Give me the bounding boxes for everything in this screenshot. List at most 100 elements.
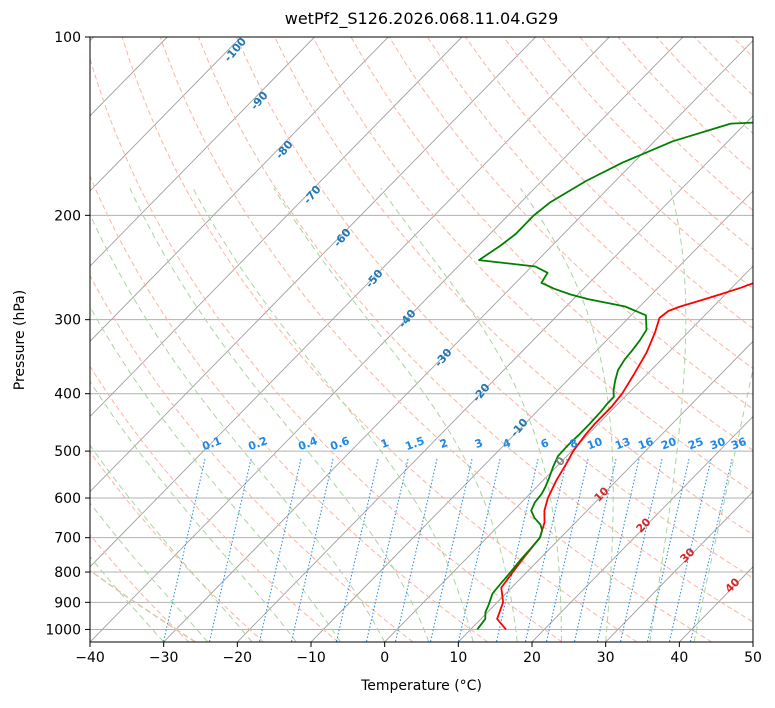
mixing-ratio-line (689, 458, 733, 642)
dry-adiabat-line (90, 451, 264, 642)
dry-adiabat-line (90, 274, 414, 642)
y-tick-label: 100 (54, 30, 81, 46)
mixing-ratio-label: 3 (473, 436, 485, 451)
isotherm-line (0, 37, 20, 642)
dry-adiabat-line (579, 37, 753, 212)
isotherm-line (384, 265, 753, 642)
mixing-ratio-label: 13 (613, 435, 632, 452)
y-tick-label: 500 (54, 444, 81, 460)
dry-adiabat-line (503, 37, 753, 290)
dry-adiabat-line (771, 37, 775, 642)
mixing-ratio-line (394, 458, 438, 642)
dry-adiabat-line (617, 37, 753, 173)
y-tick-label: 900 (54, 595, 81, 611)
mixing-ratio-label: 0.4 (296, 434, 319, 453)
x-tick-label: −30 (149, 650, 179, 666)
x-tick-label: −40 (75, 650, 105, 666)
isotherm-line (237, 115, 753, 642)
dewpoint-profile-line (476, 121, 753, 630)
x-tick-label: 10 (449, 650, 467, 666)
mixing-ratio-label: 0.1 (200, 434, 223, 453)
reference-curve (90, 569, 196, 642)
mixing-ratio-label: 25 (686, 435, 705, 452)
chart-title: wetPf2_S126.2026.068.11.04.G29 (284, 9, 559, 28)
mixing-ratio-label: 1.5 (403, 434, 426, 453)
moist-adiabat-line (380, 187, 562, 642)
mixing-ratio-line (545, 458, 589, 642)
isotherm-line (90, 37, 684, 642)
isotherm-line (531, 415, 753, 642)
moist-adiabat-line (90, 502, 209, 642)
dry-adiabat-label: -30 (432, 346, 455, 370)
moist-adiabat-line (649, 188, 687, 642)
x-tick-label: −10 (296, 650, 326, 666)
isotherm-line (90, 37, 315, 267)
mixing-ratio-label: 30 (708, 435, 727, 453)
y-tick-label: 400 (54, 387, 81, 403)
moist-adiabat-line (129, 187, 430, 642)
dry-adiabat-line (236, 37, 753, 579)
y-tick-label: 200 (54, 208, 81, 224)
dry-adiabat-label: -50 (363, 267, 386, 291)
dry-adiabat-label: -10 (508, 416, 531, 440)
mixing-ratio-label: 0.2 (246, 434, 269, 453)
isotherm-line (90, 37, 242, 192)
x-tick-label: 20 (523, 650, 541, 666)
x-tick-label: −20 (223, 650, 253, 666)
moist-adiabat-label: 30 (678, 545, 698, 565)
isotherm-line (752, 641, 753, 642)
mixing-ratio-label: 6 (539, 436, 551, 451)
dry-adiabat-line (732, 37, 753, 58)
moist-adiabat-label: 20 (634, 515, 654, 535)
isotherm-line (90, 37, 389, 342)
moist-adiabat-line (90, 444, 253, 642)
moist-adiabat-line (90, 305, 341, 642)
moist-adiabat-line (693, 366, 753, 642)
y-tick-label: 300 (54, 313, 81, 329)
isotherm-line (605, 491, 753, 642)
x-tick-label: 50 (744, 650, 762, 666)
x-tick-label: 0 (380, 650, 389, 666)
moist-adiabat-line (90, 212, 386, 642)
x-axis-label: Temperature (°C) (361, 678, 482, 694)
y-tick-label: 800 (54, 565, 81, 581)
mixing-ratio-line (258, 458, 302, 642)
dry-adiabat-line (197, 37, 753, 623)
isotherm-line (90, 37, 610, 568)
x-tick-label: 40 (670, 650, 688, 666)
plot-area (0, 37, 775, 642)
mixing-ratio-label: 36 (729, 435, 748, 453)
isotherm-line (458, 340, 753, 642)
x-tick-label: 30 (597, 650, 615, 666)
dry-adiabat-line (312, 37, 753, 493)
mixing-ratio-line (335, 458, 379, 642)
dry-adiabat-label: -70 (301, 183, 324, 207)
moist-adiabat-label: 10 (592, 484, 612, 504)
isotherm-line (90, 37, 168, 117)
moist-adiabat-line (192, 187, 474, 642)
moist-adiabat-line (273, 187, 518, 642)
moist-adiabat-label: 0 (553, 454, 568, 469)
mixing-ratio-label: 10 (585, 435, 604, 453)
dry-adiabat-label: -100 (221, 35, 249, 65)
y-tick-label: 700 (54, 531, 81, 547)
dry-adiabat-line (159, 37, 712, 642)
moist-adiabat-label: 40 (723, 575, 743, 595)
moist-adiabat-line (90, 555, 165, 642)
isotherm-line (310, 190, 753, 642)
isotherm-line (90, 37, 536, 493)
dry-adiabat-label: -80 (273, 138, 296, 162)
mixing-ratio-label: 4 (501, 436, 513, 451)
mixing-ratio-label: 0.6 (328, 434, 351, 453)
dry-adiabat-line (90, 365, 339, 642)
dry-adiabat-label: -90 (248, 89, 271, 113)
y-tick-label: 1000 (45, 622, 81, 638)
dry-adiabat-line (90, 533, 190, 642)
y-tick-label: 600 (54, 491, 81, 507)
mixing-ratio-label: 1 (379, 436, 391, 451)
isotherm-line (90, 37, 463, 418)
mixing-ratio-label: 16 (636, 435, 655, 453)
dry-adiabat-line (694, 37, 753, 96)
dry-adiabat-line (465, 37, 753, 329)
moist-adiabat-line (520, 187, 614, 642)
